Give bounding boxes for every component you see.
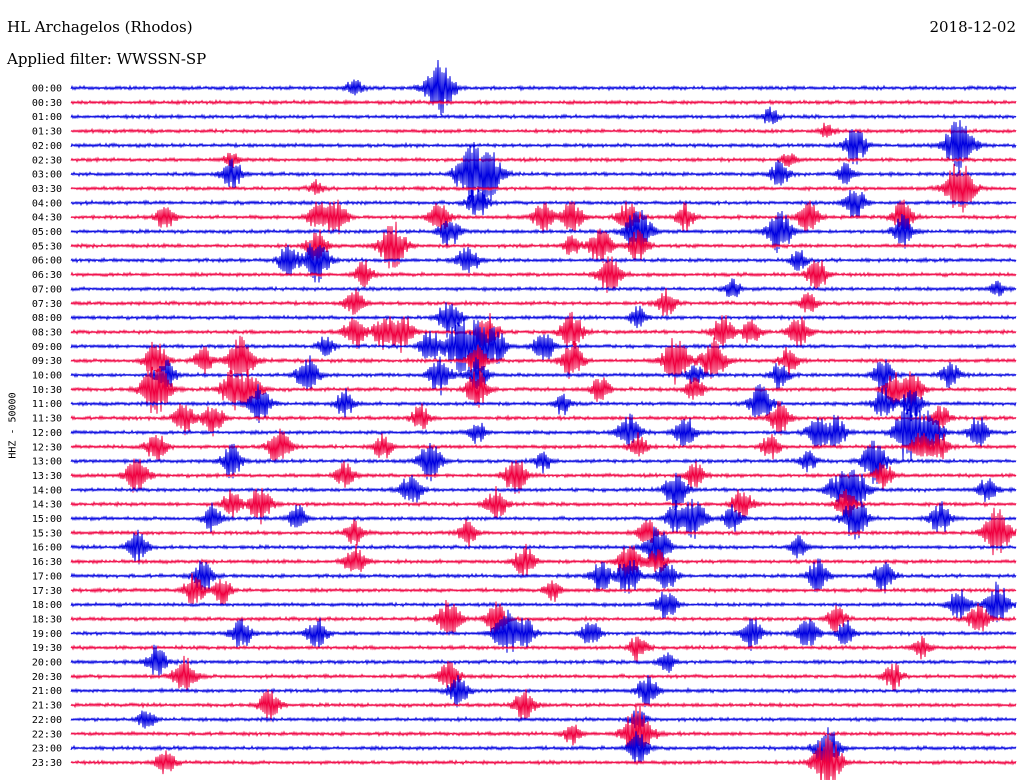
time-tick-label: 09:30 — [32, 356, 62, 367]
time-tick-label: 02:00 — [32, 141, 62, 152]
time-tick-label: 00:00 — [32, 84, 62, 95]
time-tick-label: 16:00 — [32, 543, 62, 554]
trace-2200 — [70, 710, 1017, 729]
trace-2000 — [70, 644, 1017, 676]
time-tick-label: 09:00 — [32, 342, 62, 353]
time-tick-label: 17:30 — [32, 586, 62, 597]
time-tick-label: 16:30 — [32, 557, 62, 568]
trace-1100 — [70, 384, 1017, 424]
time-tick-label: 03:30 — [32, 184, 62, 195]
trace-0500 — [70, 209, 1017, 254]
trace-0830 — [70, 311, 1017, 353]
time-tick-label: 13:00 — [32, 457, 62, 468]
time-tick-label: 20:30 — [32, 672, 62, 683]
time-tick-label: 23:00 — [32, 744, 62, 755]
trace-2300 — [70, 727, 1017, 771]
trace-0030 — [70, 98, 1017, 106]
time-tick-label: 22:30 — [32, 729, 62, 740]
time-tick-label: 20:00 — [32, 658, 62, 669]
date-label: 2018-12-02 — [929, 18, 1016, 36]
time-tick-label: 11:00 — [32, 399, 62, 410]
trace-0330 — [70, 163, 1017, 213]
trace-1300 — [70, 440, 1017, 484]
trace-1930 — [70, 635, 1017, 663]
time-tick-label: 07:00 — [32, 284, 62, 295]
trace-2030 — [70, 655, 1017, 694]
time-tick-label: 07:30 — [32, 299, 62, 310]
time-tick-label: 14:00 — [32, 485, 62, 496]
time-tick-label: 04:30 — [32, 213, 62, 224]
trace-1030 — [70, 366, 1017, 414]
time-tick-label: 19:00 — [32, 629, 62, 640]
trace-1900 — [70, 609, 1017, 653]
time-tick-label: 03:00 — [32, 170, 62, 181]
trace-0000 — [70, 59, 1017, 116]
time-tick-label: 18:30 — [32, 614, 62, 625]
time-tick-label: 19:30 — [32, 643, 62, 654]
trace-0200 — [70, 120, 1017, 174]
time-tick-label: 11:30 — [32, 414, 62, 425]
trace-0900 — [70, 318, 1017, 374]
time-tick-label: 01:30 — [32, 127, 62, 138]
trace-0400 — [70, 188, 1017, 220]
trace-1630 — [70, 543, 1017, 581]
time-tick-label: 06:00 — [32, 256, 62, 267]
time-tick-label: 14:30 — [32, 500, 62, 511]
time-tick-label: 12:30 — [32, 442, 62, 453]
trace-1200 — [70, 402, 1017, 462]
time-tick-label: 10:00 — [32, 371, 62, 382]
time-tick-label: 05:30 — [32, 241, 62, 252]
trace-2330 — [70, 734, 1017, 780]
trace-0730 — [70, 288, 1017, 316]
trace-0930 — [70, 335, 1017, 385]
time-tick-label: 12:00 — [32, 428, 62, 439]
time-tick-label: 15:30 — [32, 528, 62, 539]
time-tick-label: 13:30 — [32, 471, 62, 482]
time-tick-label: 10:30 — [32, 385, 62, 396]
time-tick-label: 06:30 — [32, 270, 62, 281]
trace-1500 — [70, 498, 1017, 540]
time-tick-label: 23:30 — [32, 758, 62, 769]
trace-1430 — [70, 486, 1017, 525]
trace-0600 — [70, 243, 1017, 283]
trace-1830 — [70, 599, 1017, 637]
time-tick-label: 22:00 — [32, 715, 62, 726]
time-tick-label: 04:00 — [32, 198, 62, 209]
trace-2100 — [70, 674, 1017, 708]
trace-1230 — [70, 428, 1017, 462]
trace-1130 — [70, 400, 1017, 437]
time-tick-label: 01:00 — [32, 112, 62, 123]
time-tick-label: 15:00 — [32, 514, 62, 525]
time-tick-label: 02:30 — [32, 155, 62, 166]
trace-2230 — [70, 706, 1017, 761]
trace-1730 — [70, 573, 1017, 606]
trace-1700 — [70, 558, 1017, 594]
time-tick-label: 17:00 — [32, 571, 62, 582]
trace-1530 — [70, 507, 1017, 556]
trace-0530 — [70, 221, 1017, 269]
time-tick-label: 08:00 — [32, 313, 62, 324]
time-tick-label: 08:30 — [32, 327, 62, 338]
time-tick-label: 05:00 — [32, 227, 62, 238]
trace-0800 — [70, 302, 1017, 338]
trace-0100 — [70, 106, 1017, 125]
trace-0230 — [70, 152, 1017, 168]
filter-label: Applied filter: WWSSN-SP — [7, 50, 207, 68]
trace-1400 — [70, 469, 1017, 510]
trace-0630 — [70, 256, 1017, 293]
time-tick-label: 21:00 — [32, 686, 62, 697]
time-tick-label: 18:00 — [32, 600, 62, 611]
trace-1800 — [70, 581, 1017, 623]
trace-0130 — [70, 122, 1017, 138]
time-tick-label: 21:30 — [32, 701, 62, 712]
trace-0300 — [70, 142, 1017, 206]
trace-2130 — [70, 688, 1017, 722]
station-title: HL Archagelos (Rhodos) — [7, 18, 193, 36]
time-tick-label: 00:30 — [32, 98, 62, 109]
trace-0700 — [70, 278, 1017, 298]
trace-0430 — [70, 199, 1017, 235]
trace-1600 — [70, 526, 1017, 570]
